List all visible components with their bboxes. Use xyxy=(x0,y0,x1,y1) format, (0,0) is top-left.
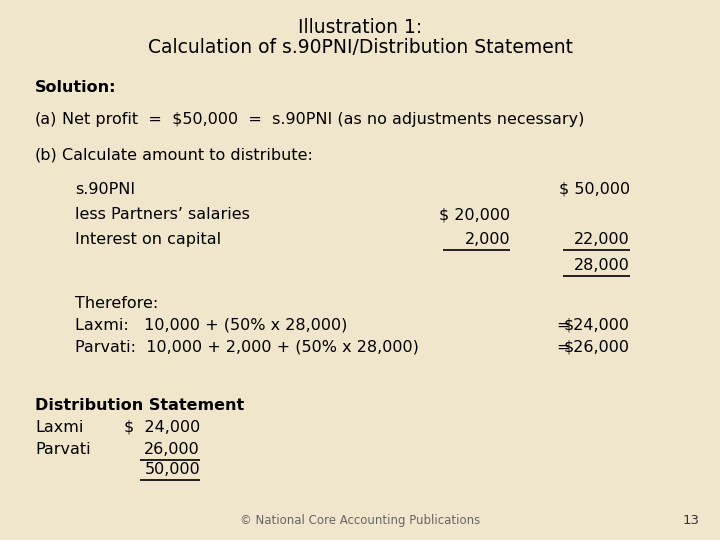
Text: 26,000: 26,000 xyxy=(144,442,200,457)
Text: $26,000: $26,000 xyxy=(564,340,630,355)
Text: Parvati: Parvati xyxy=(35,442,91,457)
Text: Solution:: Solution: xyxy=(35,80,117,95)
Text: Therefore:: Therefore: xyxy=(75,296,158,311)
Text: less Partners’ salaries: less Partners’ salaries xyxy=(75,207,250,222)
Text: Net profit  =  $50,000  =  s.90PNI (as no adjustments necessary): Net profit = $50,000 = s.90PNI (as no ad… xyxy=(62,112,585,127)
Text: 2,000: 2,000 xyxy=(464,232,510,247)
Text: Calculate amount to distribute:: Calculate amount to distribute: xyxy=(62,148,313,163)
Text: Illustration 1:: Illustration 1: xyxy=(298,18,422,37)
Text: $ 20,000: $ 20,000 xyxy=(439,207,510,222)
Text: (a): (a) xyxy=(35,112,58,127)
Text: 50,000: 50,000 xyxy=(144,462,200,477)
Text: =: = xyxy=(556,318,570,333)
Text: 22,000: 22,000 xyxy=(575,232,630,247)
Text: Laxmi:   10,000 + (50% x 28,000): Laxmi: 10,000 + (50% x 28,000) xyxy=(75,318,347,333)
Text: =: = xyxy=(556,340,570,355)
Text: Parvati:  10,000 + 2,000 + (50% x 28,000): Parvati: 10,000 + 2,000 + (50% x 28,000) xyxy=(75,340,419,355)
Text: Distribution Statement: Distribution Statement xyxy=(35,398,244,413)
Text: $  24,000: $ 24,000 xyxy=(124,420,200,435)
Text: 28,000: 28,000 xyxy=(574,258,630,273)
Text: Laxmi: Laxmi xyxy=(35,420,84,435)
Text: s.90PNI: s.90PNI xyxy=(75,182,135,197)
Text: Calculation of s.90PNI/Distribution Statement: Calculation of s.90PNI/Distribution Stat… xyxy=(148,38,572,57)
Text: Interest on capital: Interest on capital xyxy=(75,232,221,247)
Text: 13: 13 xyxy=(683,514,700,527)
Text: $24,000: $24,000 xyxy=(564,318,630,333)
Text: (b): (b) xyxy=(35,148,58,163)
Text: $ 50,000: $ 50,000 xyxy=(559,182,630,197)
Text: © National Core Accounting Publications: © National Core Accounting Publications xyxy=(240,514,480,527)
